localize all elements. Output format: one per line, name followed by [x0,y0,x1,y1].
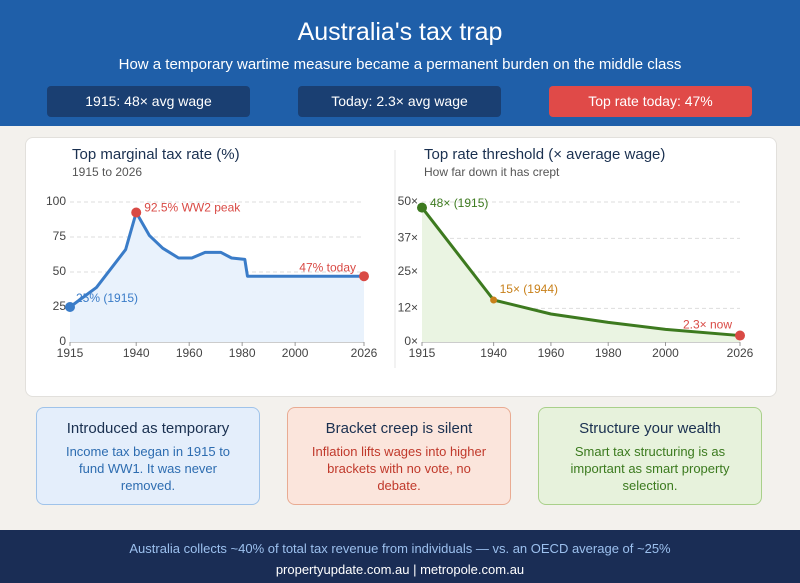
x-tick-label: 1915 [409,346,436,360]
annotation: 47% today [299,260,356,274]
y-tick-label: 0× [404,334,418,348]
stat-pill: Today: 2.3× avg wage [298,86,501,117]
marker [131,207,142,218]
y-tick-label: 75 [53,229,67,243]
x-tick-label: 2026 [727,346,754,360]
header: Australia's tax trap How a temporary war… [0,0,800,126]
x-tick-label: 1940 [480,346,507,360]
y-tick-label: 0 [59,334,66,348]
y-tick-label: 50× [398,194,418,208]
marker [490,296,498,304]
chart-title: Top rate threshold (× average wage) [424,146,665,163]
title: Australia's tax trap [297,18,503,46]
annotation: 15× (1944) [500,282,558,296]
x-tick-label: 1940 [123,346,150,360]
annotation: 2.3× now [683,318,732,332]
marker [65,302,75,312]
x-tick-label: 1980 [595,346,622,360]
card-text: Inflation lifts wages into higher bracke… [311,444,487,493]
card-text: Smart tax structuring is as important as… [570,444,730,493]
area [422,207,740,342]
y-tick-label: 25× [398,264,418,278]
annotation: 25% (1915) [76,291,138,305]
card-title: Bracket creep is silent [325,420,473,437]
y-tick-label: 50 [53,264,67,278]
x-tick-label: 1980 [229,346,256,360]
y-tick-label: 100 [46,194,66,208]
chart-subtitle: How far down it has crept [424,165,560,179]
annotation: 92.5% WW2 peak [144,201,241,215]
chart-title: Top marginal tax rate (%) [72,146,240,163]
card: Introduced as temporary Income tax began … [36,407,260,505]
annotation: 48× (1915) [430,196,488,210]
card-text: Income tax began in 1915 to fund WW1. It… [65,444,231,493]
chart-subtitle: 1915 to 2026 [72,165,142,179]
x-tick-label: 2000 [282,346,309,360]
x-tick-label: 1960 [538,346,565,360]
y-tick-label: 25 [53,299,67,313]
y-tick-label: 37× [398,231,418,245]
footer: Australia collects ~40% of total tax rev… [0,530,800,583]
stat-pill: 1915: 48× avg wage [47,86,250,117]
x-tick-label: 2000 [652,346,679,360]
card: Bracket creep is silent Inflation lifts w… [287,407,511,505]
area [70,212,364,342]
y-tick-label: 12× [398,301,418,315]
line [69,211,364,309]
card: Structure your wealth Smart tax structuri… [538,407,762,505]
x-tick-label: 2026 [351,346,378,360]
marker [359,271,369,282]
footer-sites: propertyupdate.com.au | metropole.com.au [275,562,525,577]
x-tick-label: 1960 [176,346,203,360]
stat-pill: Top rate today: 47% [549,86,752,117]
card-title: Structure your wealth [579,420,721,437]
x-tick-label: 1915 [57,346,84,360]
marker [735,330,745,341]
line [420,206,741,338]
card-title: Introduced as temporary [66,420,230,437]
marker [417,202,427,213]
subtitle: How a temporary wartime measure became a… [118,56,682,73]
footer-note: Australia collects ~40% of total tax rev… [129,541,671,556]
